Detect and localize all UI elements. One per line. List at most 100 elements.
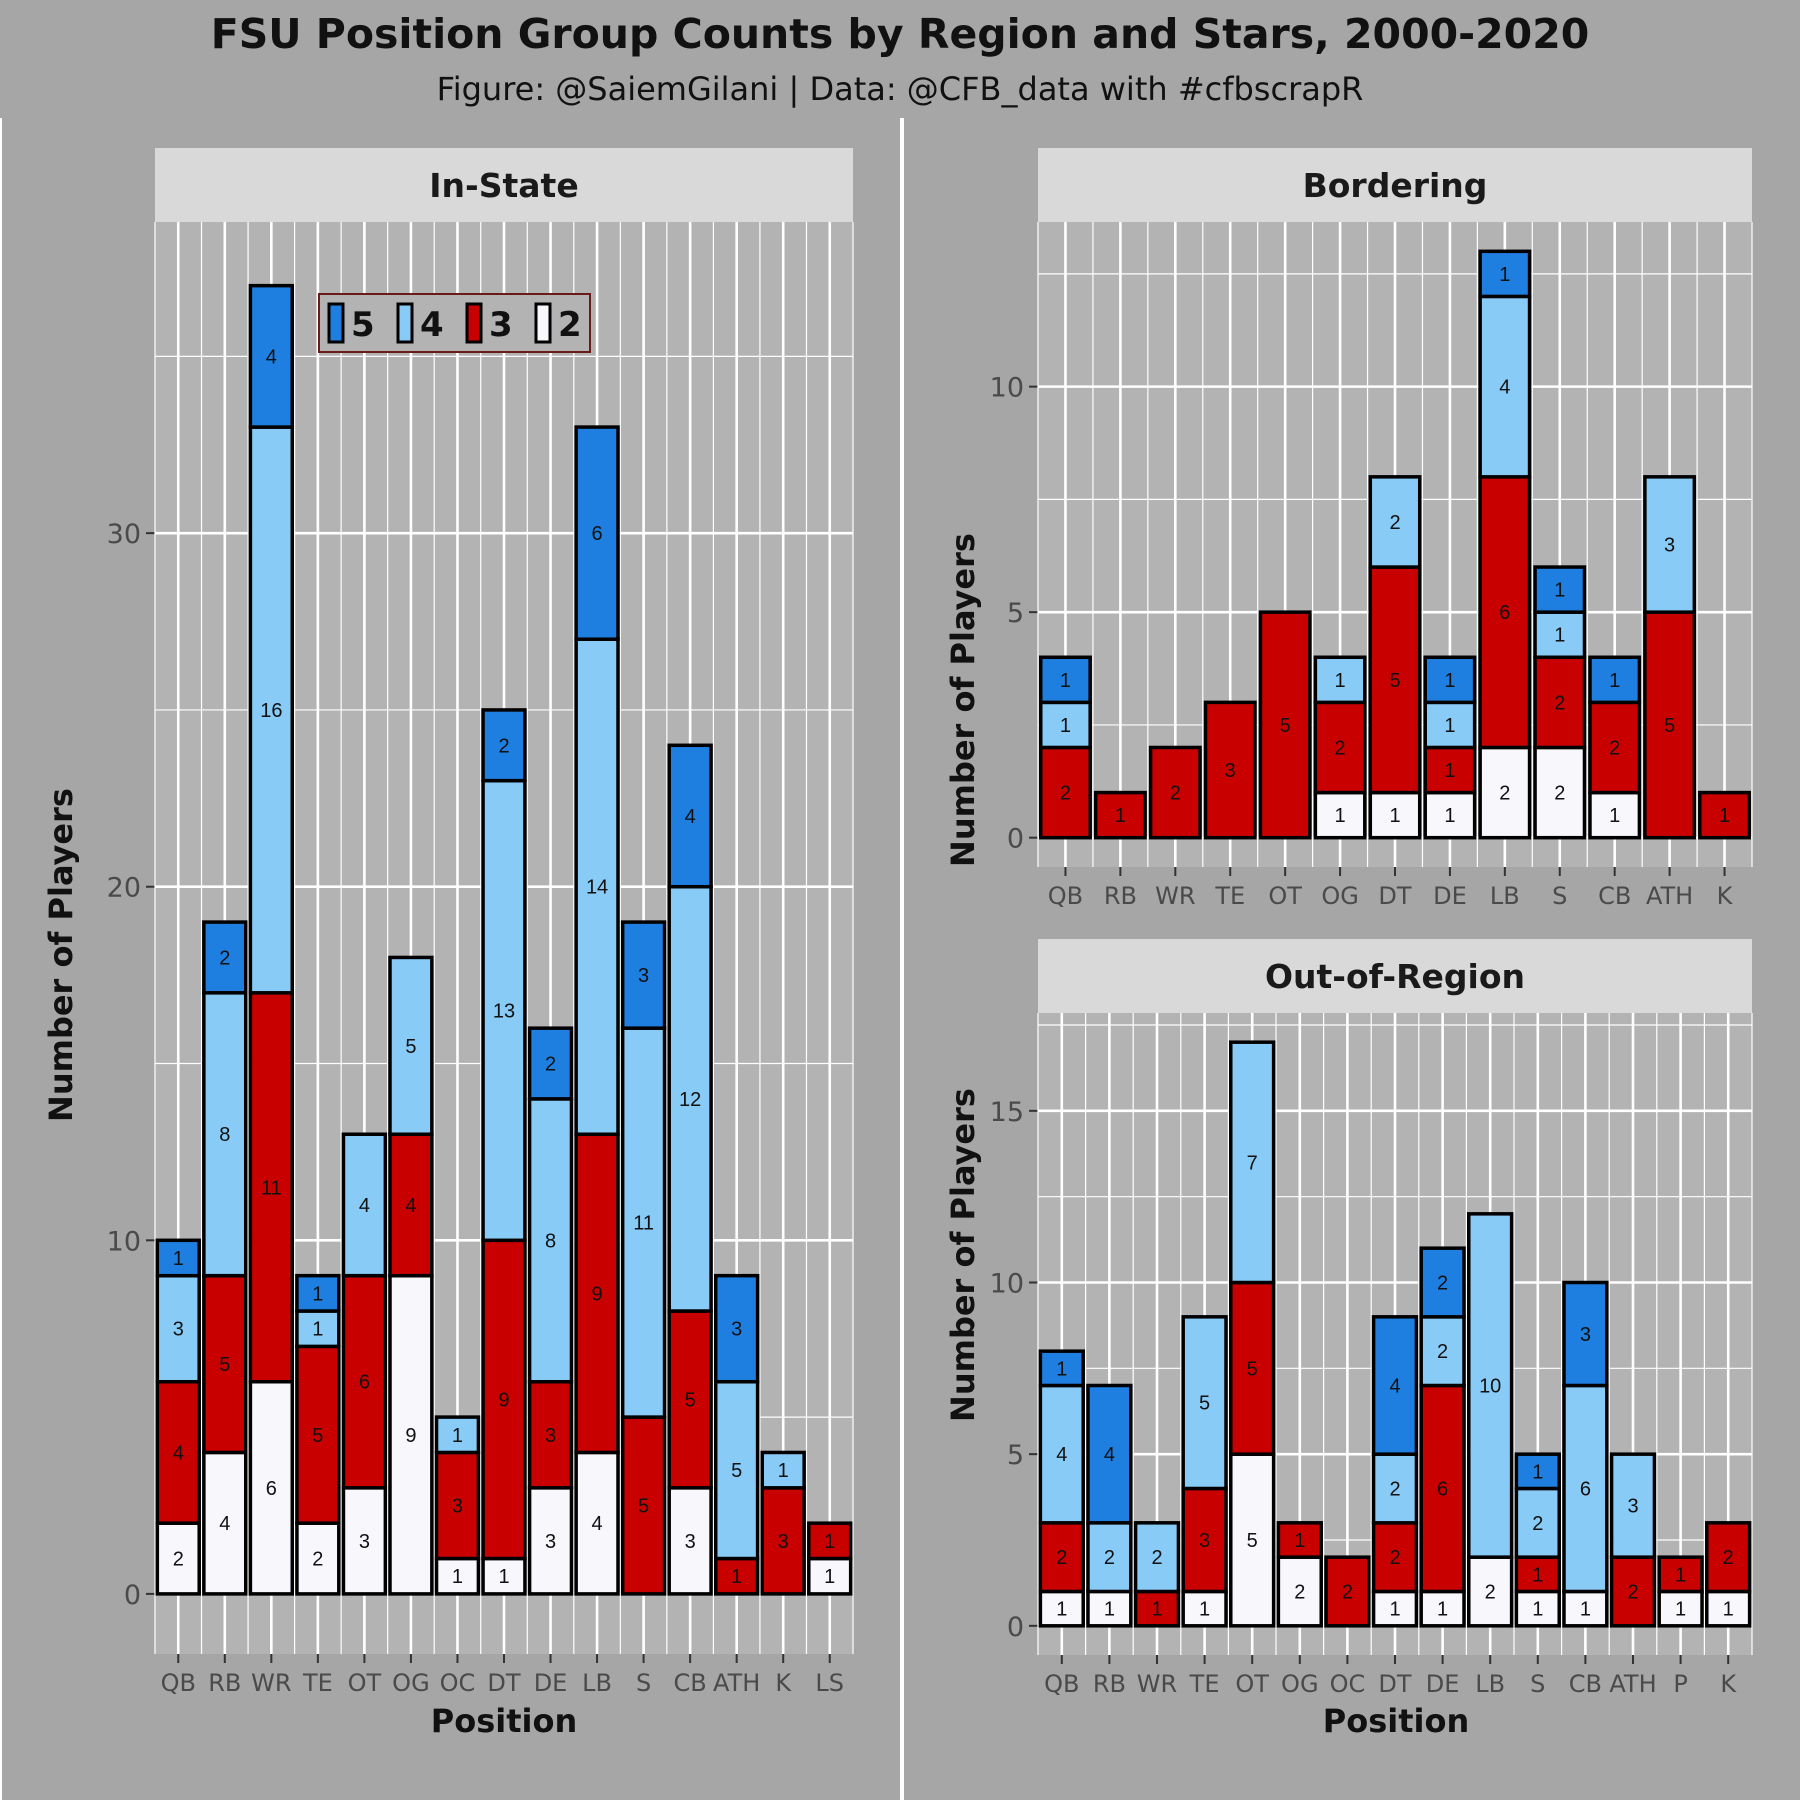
legend-key-star3 bbox=[465, 302, 483, 344]
y-tick-label: 0 bbox=[1007, 1612, 1024, 1643]
bar-value-label: 16 bbox=[260, 700, 282, 722]
x-tick-label: OC bbox=[440, 1669, 476, 1697]
bar-segment-de-star5 bbox=[527, 1026, 574, 1101]
bar-value-label: 2 bbox=[1499, 783, 1510, 805]
x-tick-label: LB bbox=[1490, 882, 1520, 910]
bar-segment-qb-star5 bbox=[1038, 655, 1092, 705]
bar-value-label: 10 bbox=[1479, 1375, 1501, 1397]
bar-value-label: 1 bbox=[1499, 264, 1510, 286]
bar-value-label: 12 bbox=[679, 1089, 701, 1111]
bar-segment-dt-star2 bbox=[1368, 790, 1422, 840]
x-tick-label: TE bbox=[302, 1669, 333, 1697]
bar-segment-dt-star5 bbox=[1371, 1315, 1419, 1456]
facet-strip bbox=[1038, 939, 1752, 1013]
bar-segment-wr-star5 bbox=[248, 283, 295, 429]
bar-value-label: 4 bbox=[173, 1442, 184, 1464]
bar-value-label: 1 bbox=[1060, 715, 1071, 737]
bar-value-label: 1 bbox=[1115, 805, 1126, 827]
bar-segment-og-star4 bbox=[1313, 655, 1367, 705]
bar-segment-de-star4 bbox=[1423, 700, 1477, 750]
bar-value-label: 2 bbox=[219, 947, 230, 969]
bar-segment-lb-star3 bbox=[574, 1132, 620, 1455]
bar-value-label: 2 bbox=[1335, 737, 1346, 759]
bar-value-label: 8 bbox=[219, 1124, 230, 1146]
bar-value-label: 2 bbox=[1609, 737, 1620, 759]
bar-segment-lb-star4 bbox=[1467, 1212, 1514, 1559]
x-tick-label: RB bbox=[208, 1669, 241, 1697]
bar-value-label: 4 bbox=[359, 1195, 370, 1217]
bar-segment-s-star4 bbox=[620, 1026, 667, 1419]
y-axis-title-in-state: Number of Players bbox=[42, 788, 80, 1122]
bar-segment-wr-star4 bbox=[248, 425, 295, 995]
bar-value-label: 1 bbox=[1444, 715, 1455, 737]
bar-segment-oc-star2 bbox=[434, 1556, 481, 1596]
bar-segment-te-star3 bbox=[1203, 700, 1257, 840]
bar-segment-te-star4 bbox=[1181, 1315, 1228, 1491]
x-tick-label: LS bbox=[815, 1669, 844, 1697]
panel-bordering: Bordering 0 5 10 2 1 1 1 2 3 5 1 2 1 1 5 2 1 1 1 1 2 6 4 1 2 2 1 1 1 2… bbox=[990, 148, 1753, 910]
bar-value-label: 3 bbox=[638, 965, 649, 987]
x-tick-label: QB bbox=[161, 1669, 196, 1697]
x-tick-label: TE bbox=[1189, 1670, 1220, 1698]
x-tick-label: DE bbox=[1433, 882, 1467, 910]
bar-segment-ot-star4 bbox=[341, 1132, 388, 1278]
bar-value-label: 2 bbox=[1437, 1273, 1448, 1295]
x-tick-label: P bbox=[1673, 1670, 1687, 1698]
facet-label: In-State bbox=[429, 166, 578, 205]
x-tick-label: CB bbox=[1569, 1670, 1602, 1698]
bar-segment-og-star4 bbox=[388, 955, 434, 1136]
bar-value-label: 6 bbox=[592, 523, 603, 545]
bar-value-label: 1 bbox=[1675, 1599, 1686, 1621]
bar-value-label: 1 bbox=[1554, 625, 1565, 647]
x-tick-label: ATH bbox=[1646, 882, 1693, 910]
bar-segment-rb-star5 bbox=[202, 920, 248, 995]
bar-value-label: 5 bbox=[1389, 670, 1400, 692]
bar-segment-de-star5 bbox=[1419, 1246, 1466, 1319]
bar-value-label: 1 bbox=[1580, 1599, 1591, 1621]
y-tick-label: 15 bbox=[990, 1097, 1024, 1128]
bar-value-label: 1 bbox=[1294, 1530, 1305, 1552]
y-tick-label: 5 bbox=[1007, 1440, 1024, 1471]
bar-value-label: 2 bbox=[1342, 1581, 1353, 1603]
bar-value-label: 6 bbox=[1437, 1478, 1448, 1500]
x-tick-label: DT bbox=[487, 1669, 520, 1697]
bar-segment-lb-star2 bbox=[1467, 1555, 1514, 1628]
bar-segment-s-star5 bbox=[1514, 1452, 1561, 1491]
bar-value-label: 3 bbox=[359, 1531, 370, 1553]
bar-value-label: 5 bbox=[405, 1036, 416, 1058]
bar-value-label: 1 bbox=[452, 1425, 463, 1447]
bar-segment-k-star3 bbox=[1705, 1521, 1752, 1594]
bar-value-label: 3 bbox=[1580, 1324, 1591, 1346]
bar-value-label: 2 bbox=[1485, 1581, 1496, 1603]
bar-segment-dt-star3 bbox=[1371, 1521, 1419, 1594]
bar-value-label: 4 bbox=[266, 346, 277, 368]
bar-segment-rb-star5 bbox=[1086, 1383, 1133, 1525]
x-axis-title-in-state: Position bbox=[431, 1702, 577, 1740]
bar-value-label: 3 bbox=[685, 1531, 696, 1553]
bar-value-label: 3 bbox=[1664, 535, 1675, 557]
bar-segment-cb-star3 bbox=[1588, 700, 1642, 795]
bar-value-label: 1 bbox=[1444, 760, 1455, 782]
bar-segment-oc-star3 bbox=[1324, 1555, 1371, 1628]
x-tick-label: OG bbox=[1321, 882, 1359, 910]
bar-segment-dt-star3 bbox=[481, 1238, 527, 1561]
bar-value-label: 6 bbox=[1499, 602, 1510, 624]
bar-value-label: 2 bbox=[1389, 1478, 1400, 1500]
bar-segment-cb-star5 bbox=[667, 743, 713, 889]
bar-value-label: 2 bbox=[173, 1549, 184, 1571]
bar-value-label: 1 bbox=[1609, 670, 1620, 692]
bar-segment-ath-star5 bbox=[713, 1273, 760, 1384]
bar-segment-dt-star4 bbox=[1371, 1452, 1419, 1525]
bar-value-label: 1 bbox=[1719, 805, 1730, 827]
bar-value-label: 5 bbox=[1247, 1530, 1258, 1552]
bar-value-label: 5 bbox=[731, 1460, 742, 1482]
panel-in-state: In-State01020302431458261116425113649451… bbox=[107, 148, 854, 1697]
x-tick-label: OC bbox=[1330, 1670, 1366, 1698]
bar-value-label: 1 bbox=[824, 1531, 835, 1553]
bar-segment-og-star3 bbox=[1276, 1521, 1323, 1559]
bar-value-label: 3 bbox=[731, 1319, 742, 1341]
x-tick-label: K bbox=[1720, 1670, 1737, 1698]
bar-value-label: 1 bbox=[498, 1566, 509, 1588]
bar-value-label: 4 bbox=[219, 1513, 230, 1535]
